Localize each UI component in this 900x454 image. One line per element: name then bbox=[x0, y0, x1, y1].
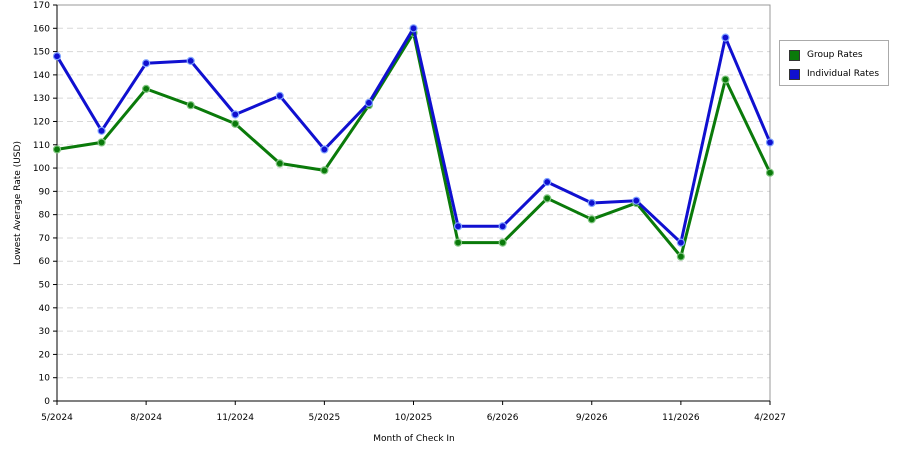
y-tick-label: 120 bbox=[33, 117, 50, 127]
data-point-group-rates bbox=[543, 194, 552, 203]
y-tick-label: 170 bbox=[33, 1, 50, 11]
series-lines bbox=[52, 24, 775, 261]
x-axis: 5/2024 8/2024 11/2024 5/2025 10/2025 6/2026 9/… bbox=[41, 400, 786, 423]
data-point-group-rates bbox=[231, 119, 240, 128]
data-point-individual-rates bbox=[364, 98, 374, 107]
x-tick-label: 11/2024 bbox=[217, 413, 255, 423]
legend-item-group-rates: Group Rates bbox=[789, 48, 863, 62]
data-point-individual-rates bbox=[231, 110, 240, 119]
y-tick-label: 70 bbox=[39, 234, 51, 244]
legend-swatch-group-rates bbox=[789, 49, 800, 61]
data-point-individual-rates bbox=[52, 52, 62, 61]
data-point-individual-rates bbox=[543, 177, 552, 187]
data-point-group-rates bbox=[97, 138, 106, 147]
y-axis: 0 10 20 30 40 50 60 70 80 90 100 110 120 130 140 150 160… bbox=[33, 1, 58, 407]
x-tick-label: 11/2026 bbox=[662, 413, 700, 423]
data-point-group-rates bbox=[52, 145, 62, 154]
data-point-group-rates bbox=[765, 168, 775, 177]
data-point-individual-rates bbox=[409, 24, 418, 33]
data-point-individual-rates bbox=[97, 126, 106, 135]
legend-label-group-rates: Group Rates bbox=[807, 50, 863, 60]
data-point-individual-rates bbox=[275, 91, 284, 100]
y-tick-label: 150 bbox=[33, 48, 50, 58]
data-point-individual-rates bbox=[721, 33, 730, 42]
data-point-individual-rates bbox=[186, 56, 195, 66]
x-tick-label: 5/2025 bbox=[309, 413, 341, 423]
y-tick-label: 110 bbox=[33, 141, 50, 151]
y-tick-label: 40 bbox=[39, 304, 51, 314]
y-tick-label: 90 bbox=[39, 187, 51, 197]
data-point-group-rates bbox=[142, 84, 151, 93]
data-point-individual-rates bbox=[142, 59, 151, 68]
x-tick-label: 8/2024 bbox=[130, 413, 162, 423]
data-point-group-rates bbox=[498, 238, 507, 247]
data-point-group-rates bbox=[676, 252, 685, 261]
data-point-group-rates bbox=[453, 238, 463, 247]
data-point-group-rates bbox=[587, 215, 596, 224]
data-point-individual-rates bbox=[765, 138, 775, 147]
data-point-individual-rates bbox=[498, 222, 507, 231]
data-point-group-rates bbox=[186, 101, 195, 110]
data-point-individual-rates bbox=[320, 145, 329, 154]
data-point-individual-rates bbox=[676, 238, 685, 247]
y-tick-label: 60 bbox=[39, 257, 51, 267]
y-tick-label: 160 bbox=[33, 24, 50, 34]
data-point-group-rates bbox=[275, 159, 284, 168]
legend-swatch-individual-rates bbox=[789, 68, 800, 80]
x-axis-title: Month of Check In bbox=[373, 434, 455, 444]
y-tick-label: 80 bbox=[39, 211, 51, 221]
series-line-individual-rates bbox=[55, 26, 772, 245]
x-tick-label: 4/2027 bbox=[754, 413, 786, 423]
series-line-group-rates bbox=[56, 31, 772, 259]
x-tick-label: 5/2024 bbox=[41, 413, 73, 423]
y-axis-title: Lowest Average Rate (USD) bbox=[13, 141, 23, 265]
x-tick-label: 10/2025 bbox=[395, 413, 432, 423]
legend-item-individual-rates: Individual Rates bbox=[789, 67, 879, 81]
data-point-group-rates bbox=[320, 166, 329, 175]
data-point-individual-rates bbox=[632, 196, 641, 205]
plot-area bbox=[56, 4, 771, 402]
y-tick-label: 30 bbox=[39, 327, 51, 337]
x-tick-label: 6/2026 bbox=[487, 413, 519, 423]
data-point-individual-rates bbox=[453, 222, 463, 231]
x-tick-label: 9/2026 bbox=[576, 413, 608, 423]
y-tick-label: 100 bbox=[33, 164, 50, 174]
y-tick-label: 140 bbox=[33, 71, 50, 81]
y-tick-label: 130 bbox=[33, 94, 50, 104]
y-tick-label: 0 bbox=[44, 397, 50, 407]
data-point-individual-rates bbox=[587, 198, 596, 208]
grid-lines bbox=[57, 27, 770, 379]
legend-label-individual-rates: Individual Rates bbox=[807, 69, 880, 79]
legend: Group Rates Individual Rates bbox=[779, 40, 889, 86]
y-tick-label: 10 bbox=[39, 374, 51, 384]
series-individual-rates bbox=[52, 24, 775, 247]
y-tick-label: 20 bbox=[39, 350, 51, 360]
data-point-group-rates bbox=[721, 75, 730, 84]
y-tick-label: 50 bbox=[39, 281, 51, 291]
